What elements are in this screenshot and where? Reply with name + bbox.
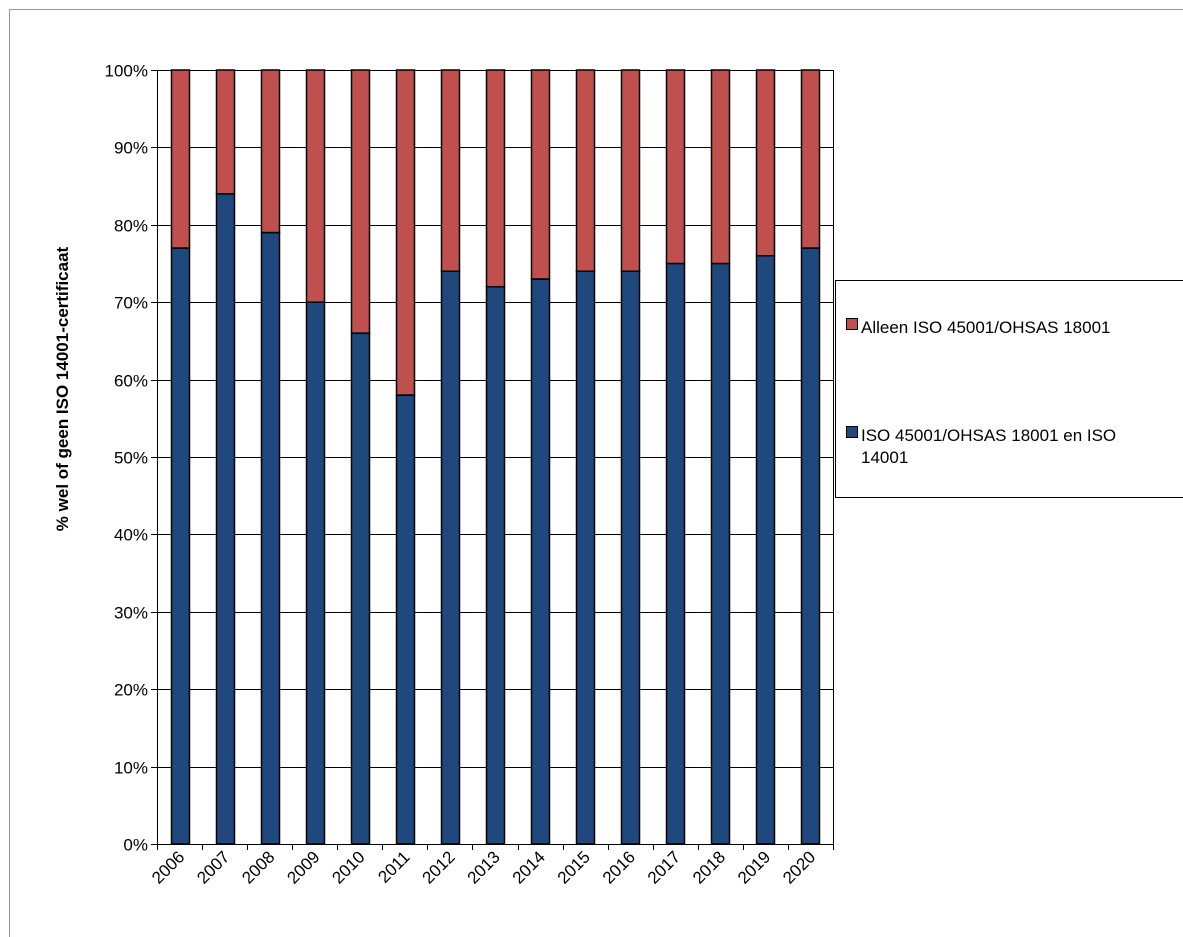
bar-segment-alleen-iso-45001 [307,70,325,302]
y-tick-label: 100% [105,62,148,81]
legend-swatch [847,427,858,438]
bars [172,70,820,844]
y-tick-label: 60% [114,372,148,391]
legend-label: Alleen ISO 45001/OHSAS 18001 [861,318,1111,337]
y-tick-label: 10% [114,759,148,778]
bar-segment-iso-45001-en-14001 [622,271,640,844]
bar-segment-iso-45001-en-14001 [757,256,775,844]
bar-segment-iso-45001-en-14001 [577,271,595,844]
bar-segment-alleen-iso-45001 [487,70,505,287]
bar-segment-iso-45001-en-14001 [532,279,550,844]
y-axis-title: % wel of geen ISO 14001-certificaat [53,246,72,531]
bar-segment-iso-45001-en-14001 [667,264,685,845]
bar-segment-alleen-iso-45001 [712,70,730,264]
bar-segment-iso-45001-en-14001 [262,233,280,844]
y-tick-label: 30% [114,604,148,623]
y-tick-label: 40% [114,526,148,545]
bar-segment-alleen-iso-45001 [262,70,280,233]
y-tick-label: 20% [114,681,148,700]
bar-segment-alleen-iso-45001 [622,70,640,271]
bar-segment-iso-45001-en-14001 [487,287,505,844]
bar-segment-iso-45001-en-14001 [307,302,325,844]
bar-segment-alleen-iso-45001 [442,70,460,271]
bar-segment-iso-45001-en-14001 [712,264,730,845]
bar-segment-alleen-iso-45001 [397,70,415,395]
legend-swatch [847,319,858,330]
bar-segment-iso-45001-en-14001 [397,395,415,844]
bar-segment-iso-45001-en-14001 [442,271,460,844]
bar-segment-iso-45001-en-14001 [352,333,370,844]
bar-segment-alleen-iso-45001 [352,70,370,333]
bar-segment-alleen-iso-45001 [667,70,685,264]
bar-segment-iso-45001-en-14001 [217,194,235,844]
y-tick-label: 90% [114,139,148,158]
y-tick-label: 80% [114,217,148,236]
bar-segment-iso-45001-en-14001 [802,248,820,844]
bar-segment-alleen-iso-45001 [532,70,550,279]
bar-segment-alleen-iso-45001 [217,70,235,194]
bar-segment-alleen-iso-45001 [802,70,820,248]
bar-segment-iso-45001-en-14001 [172,248,190,844]
y-tick-label: 0% [123,836,148,855]
y-tick-label: 70% [114,294,148,313]
bar-segment-alleen-iso-45001 [577,70,595,271]
y-tick-label: 50% [114,449,148,468]
bar-segment-alleen-iso-45001 [757,70,775,256]
bar-segment-alleen-iso-45001 [172,70,190,248]
